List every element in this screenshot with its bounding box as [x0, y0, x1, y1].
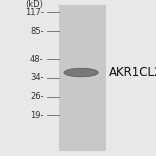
Ellipse shape	[64, 68, 98, 77]
Text: (kD): (kD)	[25, 0, 43, 9]
FancyBboxPatch shape	[59, 5, 106, 151]
Text: 85-: 85-	[30, 27, 44, 36]
Text: AKR1CL2: AKR1CL2	[109, 66, 156, 79]
Text: 117-: 117-	[25, 8, 44, 17]
Text: 26-: 26-	[30, 92, 44, 101]
Text: 19-: 19-	[30, 111, 44, 120]
Text: 48-: 48-	[30, 55, 44, 64]
Text: 34-: 34-	[30, 73, 44, 83]
